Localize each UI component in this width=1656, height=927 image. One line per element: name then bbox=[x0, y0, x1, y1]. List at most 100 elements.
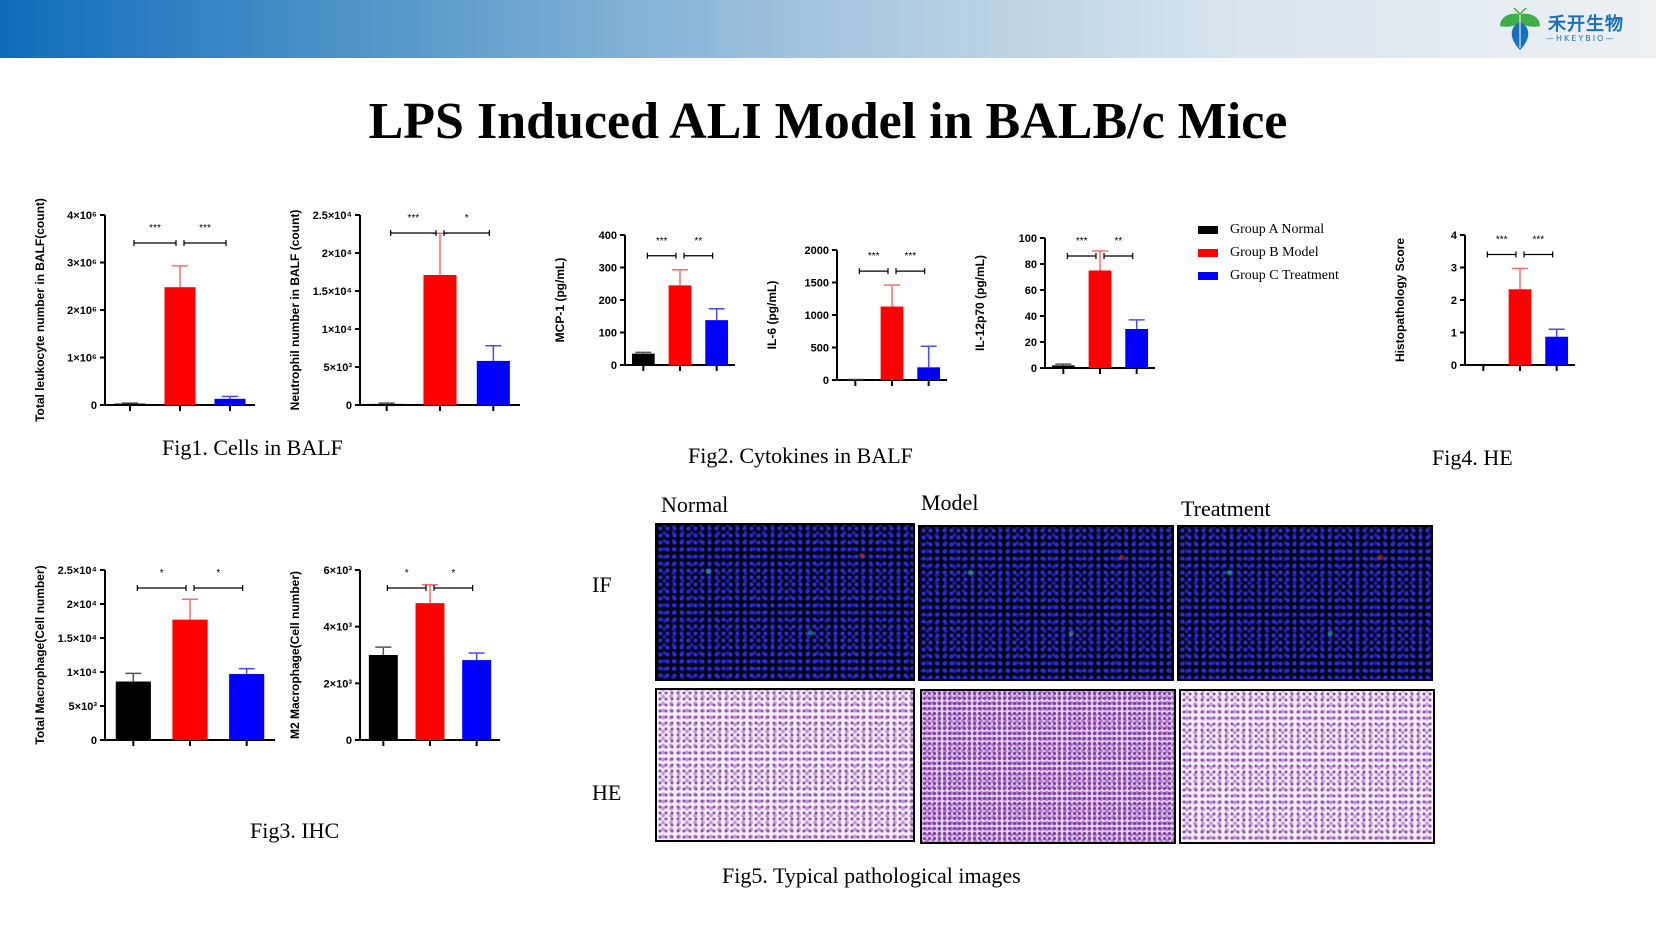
svg-text:2×10⁴: 2×10⁴ bbox=[67, 599, 97, 611]
svg-text:5×10³: 5×10³ bbox=[69, 701, 98, 713]
column-label-normal: Normal bbox=[661, 492, 729, 517]
bar-chart-svg: Neutrophil number in BALF (count) 0 5×10³ 1… bbox=[288, 210, 520, 412]
column-label-treatment: Treatment bbox=[1181, 496, 1271, 521]
svg-text:1×10⁴: 1×10⁴ bbox=[322, 324, 352, 336]
svg-text:2000: 2000 bbox=[805, 245, 829, 257]
svg-text:***: *** bbox=[407, 213, 419, 224]
svg-text:*: * bbox=[451, 568, 455, 579]
svg-text:100: 100 bbox=[1019, 233, 1037, 245]
svg-text:1×10⁴: 1×10⁴ bbox=[67, 667, 97, 679]
svg-text:0: 0 bbox=[91, 735, 97, 747]
svg-text:1.5×10⁴: 1.5×10⁴ bbox=[313, 286, 352, 298]
svg-text:1×10⁶: 1×10⁶ bbox=[67, 353, 97, 365]
svg-text:80: 80 bbox=[1025, 259, 1037, 271]
if-image-treatment bbox=[1177, 525, 1433, 681]
caption-fig2: Fig2. Cytokines in BALF bbox=[688, 443, 913, 468]
bar bbox=[476, 360, 510, 405]
logo-chinese-text: 禾开生物 bbox=[1548, 14, 1624, 35]
svg-text:*: * bbox=[216, 568, 220, 579]
bar-chart-svg: M2 Macrophage(Cell number) 0 2×10³ 4×10³ 6×1… bbox=[288, 565, 500, 747]
svg-text:1.5×10⁴: 1.5×10⁴ bbox=[58, 633, 97, 645]
caption-fig1: Fig1. Cells in BALF bbox=[162, 435, 343, 460]
bar bbox=[1125, 329, 1149, 368]
chart-total-macrophage: Total Macrophage(Cell number) 0 5×10³ 1×10⁴… bbox=[30, 540, 290, 780]
bar bbox=[370, 403, 404, 405]
he-image-model bbox=[920, 689, 1176, 844]
bar bbox=[172, 619, 208, 740]
legend-label: Group B Model bbox=[1230, 244, 1319, 260]
row-label-if: IF bbox=[592, 572, 612, 597]
svg-text:1000: 1000 bbox=[805, 310, 829, 322]
svg-text:3: 3 bbox=[1451, 263, 1457, 275]
if-image-model bbox=[918, 525, 1174, 681]
svg-text:200: 200 bbox=[599, 295, 617, 307]
svg-text:0: 0 bbox=[91, 400, 97, 412]
caption-fig5: Fig5. Typical pathological images bbox=[722, 863, 1021, 888]
svg-text:6×10³: 6×10³ bbox=[324, 565, 353, 577]
bar bbox=[1088, 270, 1112, 368]
hkeybio-logo: 禾开生物 —HKEYBIO— bbox=[1498, 7, 1638, 50]
bar-chart-svg: Total leukocyte number in BALF(count) 0 1×… bbox=[33, 198, 255, 422]
svg-text:0: 0 bbox=[611, 360, 617, 372]
caption-fig4: Fig4. HE bbox=[1432, 445, 1513, 470]
row-label-he: HE bbox=[592, 780, 622, 805]
caption-fig3: Fig3. IHC bbox=[250, 818, 340, 843]
svg-text:2.5×10⁴: 2.5×10⁴ bbox=[313, 210, 352, 222]
svg-text:**: ** bbox=[1114, 236, 1122, 247]
svg-text:20: 20 bbox=[1025, 337, 1037, 349]
svg-text:4: 4 bbox=[1451, 230, 1458, 242]
bar bbox=[229, 674, 265, 740]
svg-text:Total leukocyte number in BALF: Total leukocyte number in BALF(count) bbox=[33, 198, 47, 422]
leaf-logo-icon bbox=[1500, 7, 1540, 50]
bar bbox=[1051, 365, 1075, 368]
svg-text:100: 100 bbox=[599, 328, 617, 340]
svg-text:5×10³: 5×10³ bbox=[324, 362, 353, 374]
svg-text:***: *** bbox=[1532, 234, 1544, 245]
chart-m2-macrophage: M2 Macrophage(Cell number) 0 2×10³ 4×10³ 6×1… bbox=[285, 540, 515, 780]
legend-swatch-blue bbox=[1198, 271, 1218, 280]
bar bbox=[415, 603, 445, 740]
bar bbox=[115, 681, 151, 740]
svg-text:IL-12p70 (pg/mL): IL-12p70 (pg/mL) bbox=[973, 255, 987, 351]
legend-swatch-red bbox=[1198, 248, 1218, 257]
svg-text:400: 400 bbox=[599, 230, 617, 242]
svg-text:*: * bbox=[465, 213, 469, 224]
bar bbox=[462, 660, 492, 740]
svg-text:Histopathology Score: Histopathology Score bbox=[1393, 238, 1407, 362]
column-label-model: Model bbox=[921, 490, 979, 515]
bar bbox=[843, 379, 867, 381]
bar bbox=[423, 275, 457, 405]
bar bbox=[368, 655, 398, 740]
svg-text:4×10³: 4×10³ bbox=[324, 622, 353, 634]
bar bbox=[164, 287, 196, 405]
if-image-normal bbox=[655, 523, 915, 681]
svg-text:***: *** bbox=[904, 251, 916, 262]
bar-chart-svg: Histopathology Score 0 1 2 3 4 *** *** bbox=[1393, 230, 1575, 372]
legend-label: Group A Normal bbox=[1230, 221, 1325, 237]
logo-english-text: —HKEYBIO— bbox=[1546, 34, 1616, 43]
svg-text:0: 0 bbox=[1451, 360, 1457, 372]
svg-text:0: 0 bbox=[823, 375, 829, 387]
svg-text:IL-6 (pg/mL): IL-6 (pg/mL) bbox=[765, 281, 779, 350]
svg-text:MCP-1 (pg/mL): MCP-1 (pg/mL) bbox=[553, 258, 567, 343]
svg-text:0: 0 bbox=[346, 735, 352, 747]
svg-text:4×10⁶: 4×10⁶ bbox=[67, 210, 97, 222]
svg-text:2×10⁶: 2×10⁶ bbox=[67, 305, 97, 317]
svg-text:**: ** bbox=[694, 236, 702, 247]
chart-neutrophil: Neutrophil number in BALF (count) 0 5×10³ 1… bbox=[285, 185, 535, 445]
he-image-normal bbox=[655, 688, 915, 842]
legend-label: Group C Treatment bbox=[1230, 267, 1339, 283]
svg-text:***: *** bbox=[149, 223, 161, 234]
svg-text:*: * bbox=[160, 568, 164, 579]
svg-text:***: *** bbox=[1496, 234, 1508, 245]
svg-text:0: 0 bbox=[346, 400, 352, 412]
svg-text:***: *** bbox=[199, 223, 211, 234]
chart-il6: IL-6 (pg/mL) 0 500 1000 1500 2000 *** *** bbox=[762, 220, 962, 420]
svg-text:0: 0 bbox=[1031, 363, 1037, 375]
bar bbox=[114, 403, 146, 405]
svg-text:2×10³: 2×10³ bbox=[324, 678, 353, 690]
svg-text:300: 300 bbox=[599, 263, 617, 275]
svg-text:*: * bbox=[405, 568, 409, 579]
